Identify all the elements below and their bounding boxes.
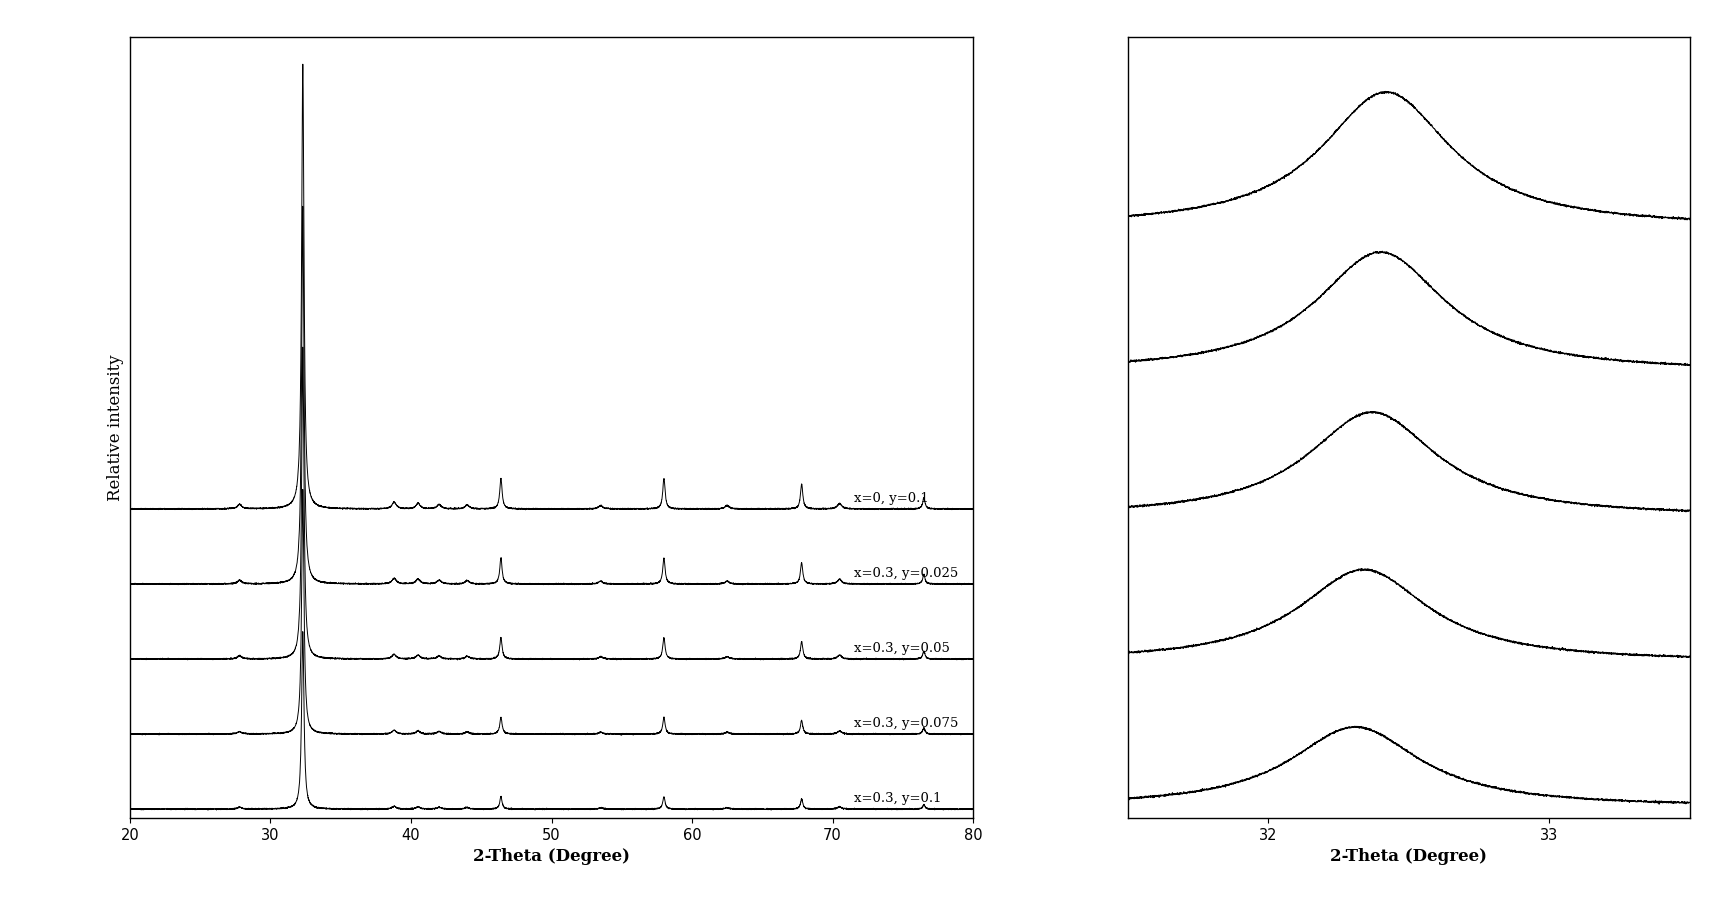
Text: x=0, y=0.1: x=0, y=0.1 <box>854 492 928 505</box>
Y-axis label: Relative intensity: Relative intensity <box>107 354 125 501</box>
Text: x=0.3, y=0.1: x=0.3, y=0.1 <box>854 792 940 805</box>
Text: x=0.3, y=0.025: x=0.3, y=0.025 <box>854 567 958 580</box>
X-axis label: 2-Theta (Degree): 2-Theta (Degree) <box>473 848 630 865</box>
X-axis label: 2-Theta (Degree): 2-Theta (Degree) <box>1330 848 1486 865</box>
Text: x=0.3, y=0.05: x=0.3, y=0.05 <box>854 642 949 655</box>
Text: x=0.3, y=0.075: x=0.3, y=0.075 <box>854 717 958 730</box>
